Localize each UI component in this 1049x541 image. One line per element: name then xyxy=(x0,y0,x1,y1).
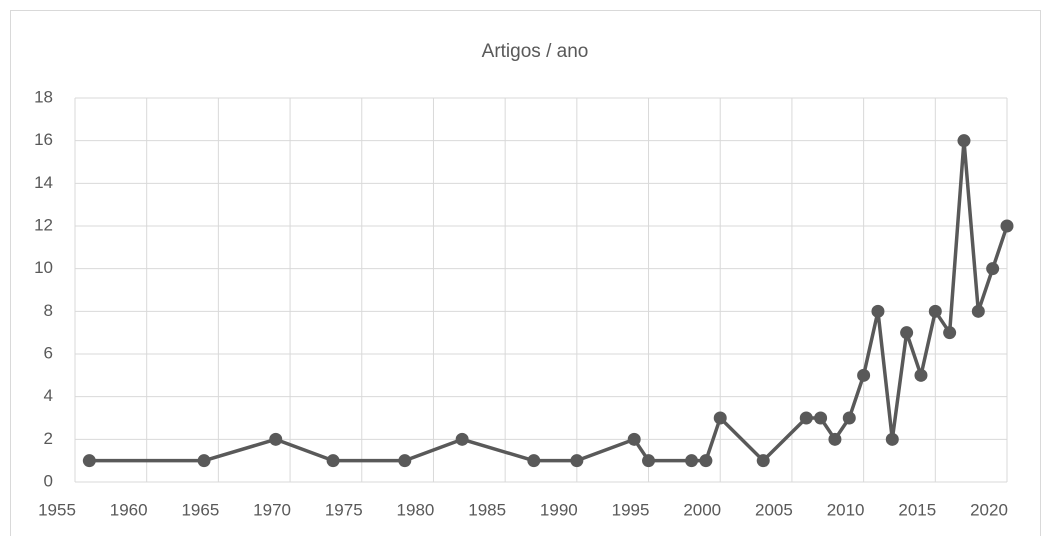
y-tick-label: 4 xyxy=(44,386,53,405)
x-tick-label: 1960 xyxy=(110,500,148,519)
x-tick-label: 1995 xyxy=(612,500,650,519)
y-tick-label: 8 xyxy=(44,301,53,320)
chart-title: Artigos / ano xyxy=(482,41,589,62)
data-point xyxy=(957,134,971,148)
x-tick-label: 1990 xyxy=(540,500,578,519)
data-point xyxy=(627,432,641,446)
data-point xyxy=(642,454,656,468)
data-point xyxy=(527,454,541,468)
data-point xyxy=(326,454,340,468)
chart-border xyxy=(10,10,1041,541)
data-point xyxy=(857,368,871,382)
data-point xyxy=(1000,219,1014,233)
data-point xyxy=(799,411,813,425)
x-tick-label: 1970 xyxy=(253,500,291,519)
data-point xyxy=(699,454,713,468)
y-tick-label: 14 xyxy=(34,173,53,192)
data-point xyxy=(269,432,283,446)
data-point xyxy=(756,454,770,468)
y-tick-label: 16 xyxy=(34,130,53,149)
data-point xyxy=(398,454,412,468)
data-point xyxy=(986,262,1000,276)
y-tick-label: 6 xyxy=(44,343,53,362)
x-tick-label: 2000 xyxy=(683,500,721,519)
data-point xyxy=(943,326,957,340)
data-point xyxy=(971,304,985,318)
data-point xyxy=(570,454,584,468)
y-tick-label: 18 xyxy=(34,87,53,106)
x-tick-label: 2005 xyxy=(755,500,793,519)
x-tick-label: 1965 xyxy=(181,500,219,519)
data-point xyxy=(914,368,928,382)
data-point xyxy=(828,432,842,446)
x-tick-label: 2020 xyxy=(970,500,1008,519)
x-tick-label: 2015 xyxy=(898,500,936,519)
data-point xyxy=(900,326,914,340)
data-point xyxy=(82,454,96,468)
data-point xyxy=(197,454,211,468)
data-point xyxy=(842,411,856,425)
data-point xyxy=(885,432,899,446)
data-point xyxy=(871,304,885,318)
data-point xyxy=(685,454,699,468)
y-tick-label: 0 xyxy=(44,471,53,490)
y-tick-label: 2 xyxy=(44,429,53,448)
x-tick-label: 1975 xyxy=(325,500,363,519)
x-tick-label: 1980 xyxy=(397,500,435,519)
x-tick-label: 1955 xyxy=(38,500,76,519)
data-point xyxy=(455,432,469,446)
data-point xyxy=(814,411,828,425)
data-point xyxy=(928,304,942,318)
x-tick-label: 2010 xyxy=(827,500,865,519)
y-tick-label: 10 xyxy=(34,258,53,277)
data-point xyxy=(713,411,727,425)
x-tick-label: 1985 xyxy=(468,500,506,519)
y-tick-label: 12 xyxy=(34,215,53,234)
